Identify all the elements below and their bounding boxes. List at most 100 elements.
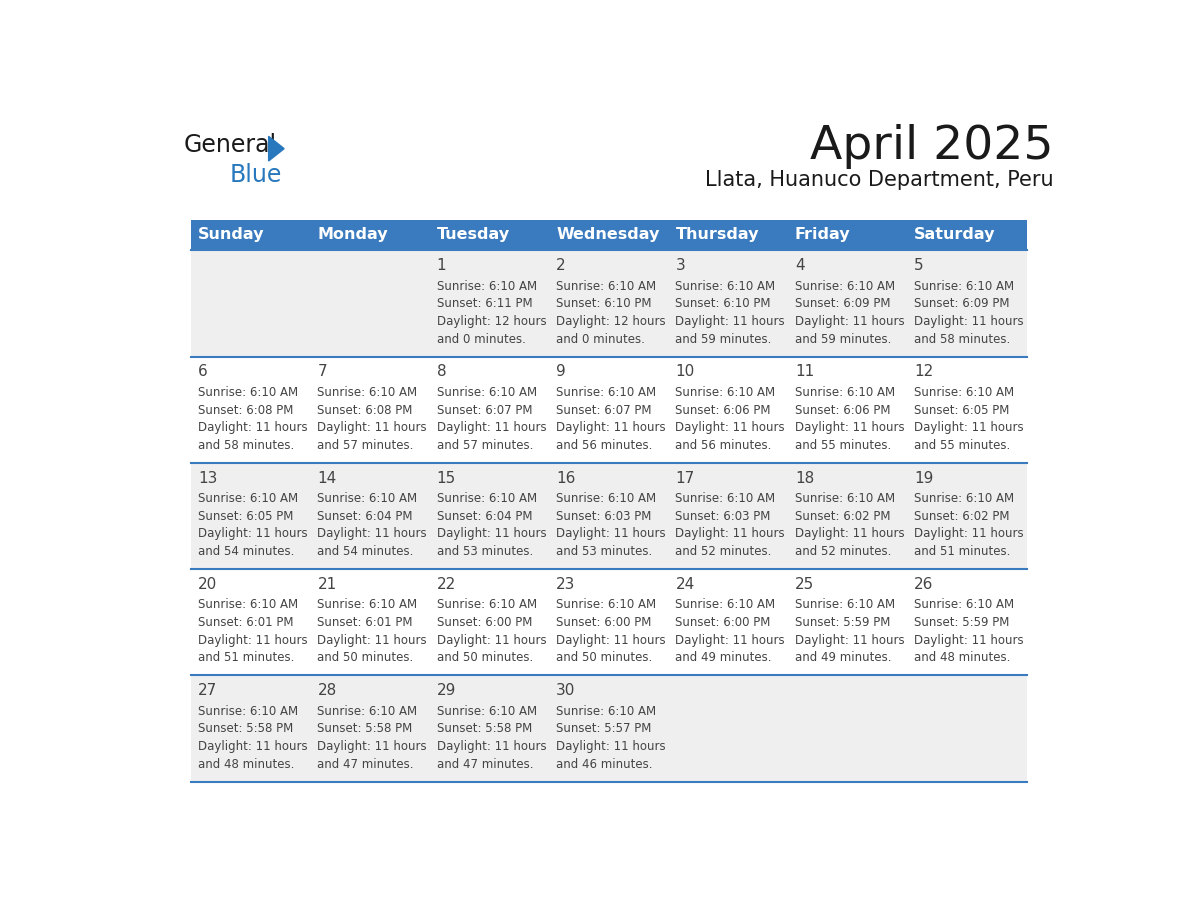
- Text: and 48 minutes.: and 48 minutes.: [915, 652, 1011, 665]
- Text: Sunset: 6:02 PM: Sunset: 6:02 PM: [915, 509, 1010, 522]
- Text: and 59 minutes.: and 59 minutes.: [676, 332, 772, 346]
- Text: Sunset: 6:00 PM: Sunset: 6:00 PM: [676, 616, 771, 629]
- Text: Sunset: 6:07 PM: Sunset: 6:07 PM: [437, 404, 532, 417]
- Text: Sunrise: 6:10 AM: Sunrise: 6:10 AM: [915, 492, 1015, 505]
- Text: Sunset: 5:58 PM: Sunset: 5:58 PM: [198, 722, 293, 735]
- Text: 20: 20: [198, 577, 217, 592]
- Text: Sunset: 6:01 PM: Sunset: 6:01 PM: [198, 616, 293, 629]
- Text: Sunset: 6:00 PM: Sunset: 6:00 PM: [556, 616, 651, 629]
- Text: Sunrise: 6:10 AM: Sunrise: 6:10 AM: [198, 599, 298, 611]
- Text: Daylight: 11 hours: Daylight: 11 hours: [556, 633, 665, 647]
- Text: Sunset: 5:58 PM: Sunset: 5:58 PM: [437, 722, 532, 735]
- Text: Daylight: 11 hours: Daylight: 11 hours: [795, 315, 904, 328]
- Text: Sunset: 6:03 PM: Sunset: 6:03 PM: [676, 509, 771, 522]
- Text: Daylight: 11 hours: Daylight: 11 hours: [556, 740, 665, 753]
- Text: Daylight: 11 hours: Daylight: 11 hours: [437, 421, 546, 434]
- Text: and 56 minutes.: and 56 minutes.: [676, 439, 772, 452]
- Text: 22: 22: [437, 577, 456, 592]
- Text: Sunset: 6:05 PM: Sunset: 6:05 PM: [915, 404, 1010, 417]
- Text: Daylight: 12 hours: Daylight: 12 hours: [556, 315, 665, 328]
- Text: Daylight: 11 hours: Daylight: 11 hours: [437, 740, 546, 753]
- Text: Sunrise: 6:10 AM: Sunrise: 6:10 AM: [556, 599, 656, 611]
- Text: 3: 3: [676, 258, 685, 273]
- Text: Sunrise: 6:10 AM: Sunrise: 6:10 AM: [556, 492, 656, 505]
- Text: Sunrise: 6:10 AM: Sunrise: 6:10 AM: [437, 280, 537, 293]
- Text: 4: 4: [795, 258, 804, 273]
- Text: and 47 minutes.: and 47 minutes.: [317, 757, 413, 771]
- Text: Sunrise: 6:10 AM: Sunrise: 6:10 AM: [795, 492, 895, 505]
- Text: Sunrise: 6:10 AM: Sunrise: 6:10 AM: [676, 599, 776, 611]
- Text: Daylight: 11 hours: Daylight: 11 hours: [317, 740, 426, 753]
- Text: and 52 minutes.: and 52 minutes.: [676, 545, 772, 558]
- Text: Sunrise: 6:10 AM: Sunrise: 6:10 AM: [437, 386, 537, 398]
- Text: Sunrise: 6:10 AM: Sunrise: 6:10 AM: [317, 705, 417, 718]
- Text: Daylight: 11 hours: Daylight: 11 hours: [915, 421, 1024, 434]
- Text: 23: 23: [556, 577, 575, 592]
- Text: Daylight: 11 hours: Daylight: 11 hours: [198, 421, 308, 434]
- Text: Sunrise: 6:10 AM: Sunrise: 6:10 AM: [437, 599, 537, 611]
- Text: Monday: Monday: [317, 228, 388, 242]
- Text: Sunset: 6:09 PM: Sunset: 6:09 PM: [915, 297, 1010, 310]
- Text: 2: 2: [556, 258, 565, 273]
- Text: Daylight: 11 hours: Daylight: 11 hours: [198, 740, 308, 753]
- Text: 1: 1: [437, 258, 447, 273]
- Text: and 47 minutes.: and 47 minutes.: [437, 757, 533, 771]
- Text: Sunrise: 6:10 AM: Sunrise: 6:10 AM: [317, 599, 417, 611]
- Text: Sunset: 6:10 PM: Sunset: 6:10 PM: [556, 297, 652, 310]
- Text: 30: 30: [556, 683, 575, 698]
- Text: Daylight: 11 hours: Daylight: 11 hours: [437, 528, 546, 541]
- Text: Daylight: 11 hours: Daylight: 11 hours: [676, 315, 785, 328]
- Text: and 49 minutes.: and 49 minutes.: [676, 652, 772, 665]
- Text: Sunset: 6:11 PM: Sunset: 6:11 PM: [437, 297, 532, 310]
- Text: Sunday: Sunday: [198, 228, 265, 242]
- Text: Sunrise: 6:10 AM: Sunrise: 6:10 AM: [676, 386, 776, 398]
- Text: and 54 minutes.: and 54 minutes.: [317, 545, 413, 558]
- Text: April 2025: April 2025: [810, 124, 1054, 169]
- Text: Daylight: 11 hours: Daylight: 11 hours: [676, 633, 785, 647]
- Text: Sunset: 5:57 PM: Sunset: 5:57 PM: [556, 722, 651, 735]
- Text: Sunrise: 6:10 AM: Sunrise: 6:10 AM: [795, 280, 895, 293]
- Text: 27: 27: [198, 683, 217, 698]
- Text: 25: 25: [795, 577, 814, 592]
- Text: Sunrise: 6:10 AM: Sunrise: 6:10 AM: [915, 280, 1015, 293]
- Text: 18: 18: [795, 471, 814, 486]
- Text: 29: 29: [437, 683, 456, 698]
- Text: Sunrise: 6:10 AM: Sunrise: 6:10 AM: [437, 492, 537, 505]
- Text: Daylight: 11 hours: Daylight: 11 hours: [317, 528, 426, 541]
- Text: and 57 minutes.: and 57 minutes.: [437, 439, 533, 452]
- Text: Daylight: 11 hours: Daylight: 11 hours: [317, 421, 426, 434]
- Bar: [191, 251, 1026, 356]
- Text: Sunrise: 6:10 AM: Sunrise: 6:10 AM: [556, 386, 656, 398]
- Text: Daylight: 11 hours: Daylight: 11 hours: [795, 528, 904, 541]
- Text: and 57 minutes.: and 57 minutes.: [317, 439, 413, 452]
- Text: 11: 11: [795, 364, 814, 379]
- Text: and 56 minutes.: and 56 minutes.: [556, 439, 652, 452]
- Text: and 49 minutes.: and 49 minutes.: [795, 652, 891, 665]
- Text: Sunset: 6:05 PM: Sunset: 6:05 PM: [198, 509, 293, 522]
- Text: Daylight: 12 hours: Daylight: 12 hours: [437, 315, 546, 328]
- Text: and 51 minutes.: and 51 minutes.: [198, 652, 295, 665]
- Text: Sunrise: 6:10 AM: Sunrise: 6:10 AM: [915, 599, 1015, 611]
- Text: Sunrise: 6:10 AM: Sunrise: 6:10 AM: [795, 386, 895, 398]
- Bar: [191, 676, 1026, 781]
- Text: Sunrise: 6:10 AM: Sunrise: 6:10 AM: [556, 705, 656, 718]
- Text: Llata, Huanuco Department, Peru: Llata, Huanuco Department, Peru: [704, 170, 1054, 190]
- Text: Sunrise: 6:10 AM: Sunrise: 6:10 AM: [198, 386, 298, 398]
- Text: Sunset: 6:06 PM: Sunset: 6:06 PM: [676, 404, 771, 417]
- Text: Daylight: 11 hours: Daylight: 11 hours: [198, 633, 308, 647]
- Text: 14: 14: [317, 471, 336, 486]
- Text: and 55 minutes.: and 55 minutes.: [915, 439, 1011, 452]
- Text: and 58 minutes.: and 58 minutes.: [915, 332, 1011, 346]
- Text: Daylight: 11 hours: Daylight: 11 hours: [915, 315, 1024, 328]
- Text: 24: 24: [676, 577, 695, 592]
- Polygon shape: [268, 137, 284, 161]
- Text: and 0 minutes.: and 0 minutes.: [556, 332, 645, 346]
- Text: Sunrise: 6:10 AM: Sunrise: 6:10 AM: [437, 705, 537, 718]
- Bar: [191, 356, 1026, 463]
- Text: Daylight: 11 hours: Daylight: 11 hours: [556, 528, 665, 541]
- Bar: [191, 569, 1026, 676]
- Text: and 55 minutes.: and 55 minutes.: [795, 439, 891, 452]
- Text: and 53 minutes.: and 53 minutes.: [556, 545, 652, 558]
- Text: Sunrise: 6:10 AM: Sunrise: 6:10 AM: [198, 705, 298, 718]
- Text: 17: 17: [676, 471, 695, 486]
